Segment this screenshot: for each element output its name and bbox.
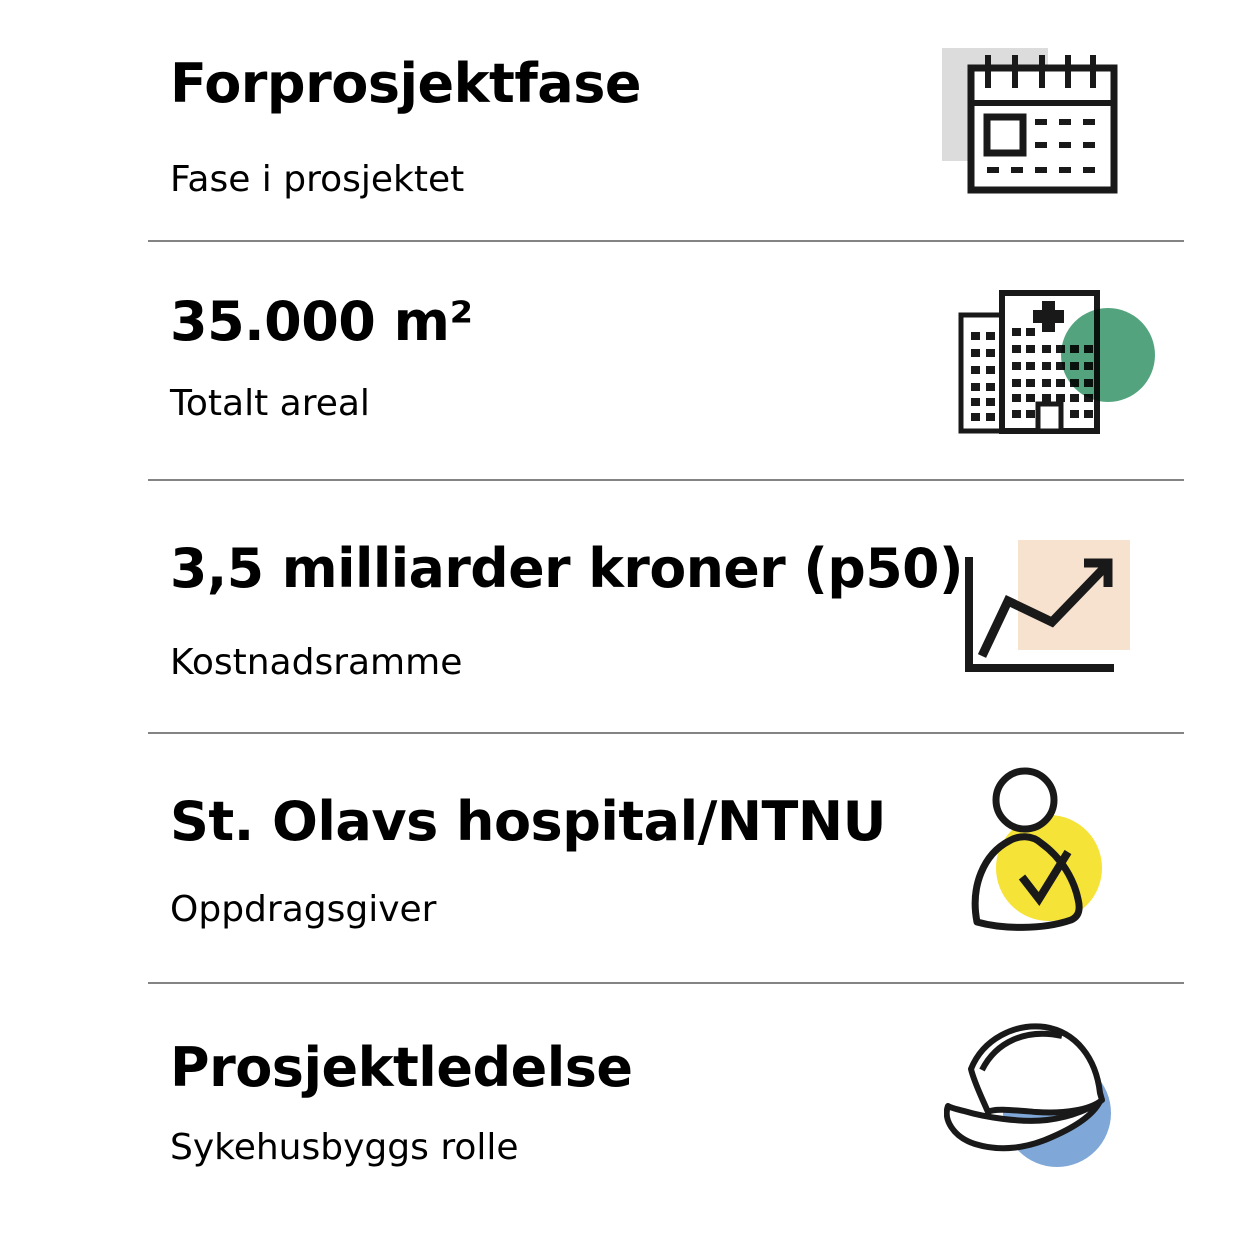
calendar-icon [940,43,1130,198]
fact-row-phase: Forprosjektfase Fase i prosjektet [0,0,1258,240]
fact-title: St. Olavs hospital/NTNU [170,790,886,853]
fact-row-role: Prosjektledelse Sykehusbyggs rolle [0,982,1258,1248]
divider [148,982,1184,984]
fact-subtitle: Kostnadsramme [170,642,463,683]
person-check-icon [962,758,1132,933]
fact-title: 35.000 m² [170,290,473,353]
divider [148,732,1184,734]
fact-subtitle: Oppdragsgiver [170,889,437,930]
fact-title: Prosjektledelse [170,1036,633,1099]
fact-row-client: St. Olavs hospital/NTNU Oppdragsgiver [0,732,1258,982]
fact-title: Forprosjektfase [170,52,642,115]
growth-chart-icon [958,537,1133,682]
fact-title: 3,5 milliarder kroner (p50) [170,537,963,600]
fact-subtitle: Totalt areal [170,383,370,424]
divider [148,240,1184,242]
fact-row-area: 35.000 m² Totalt areal [0,240,1258,479]
fact-row-cost: 3,5 milliarder kroner (p50) Kostnadsramm… [0,479,1258,732]
fact-subtitle: Fase i prosjektet [170,159,465,200]
hardhat-icon [943,1020,1139,1180]
fact-subtitle: Sykehusbyggs rolle [170,1127,519,1168]
divider [148,479,1184,481]
hospital-building-icon [956,288,1156,438]
